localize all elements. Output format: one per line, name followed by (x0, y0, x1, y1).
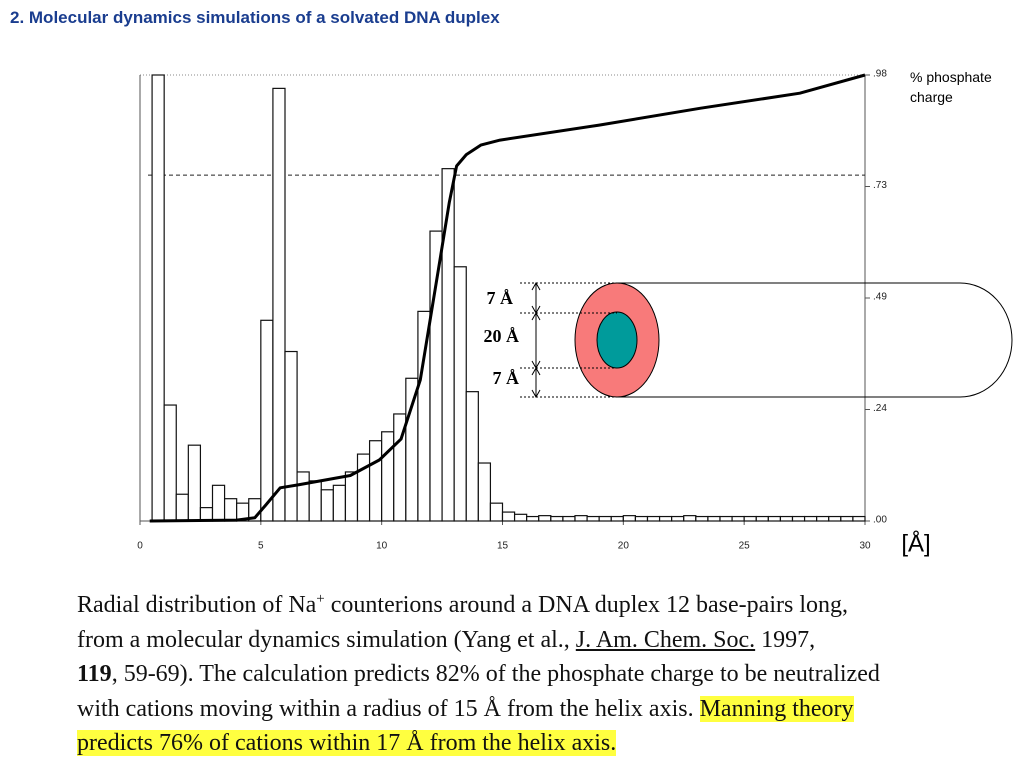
histogram-bar (489, 502, 504, 522)
histogram-bar (368, 440, 383, 522)
histogram-bar (187, 444, 202, 522)
histogram-bar (526, 515, 540, 522)
caption-highlight: predicts 76% of cations within 17 Å from… (77, 730, 617, 756)
histogram-bar (308, 480, 322, 522)
x-tick-label: 30 (859, 541, 871, 552)
caption-text: 119 (77, 661, 112, 687)
y2-tick-label: .24 (873, 403, 887, 414)
x-tick-label: 5 (258, 541, 264, 552)
histogram-bar (429, 230, 443, 522)
histogram-bar (634, 515, 649, 522)
histogram-bar (767, 515, 782, 522)
y2-tick-label: .73 (873, 180, 887, 191)
histogram-bar (175, 493, 189, 522)
histogram-bar (538, 515, 552, 522)
caption-text: counterions around a DNA duplex 12 base-… (324, 592, 848, 618)
histogram-bar (816, 515, 830, 522)
histogram-bar (695, 515, 709, 522)
y2-tick-label: .49 (873, 292, 887, 303)
histogram-bar (598, 515, 612, 522)
histogram-bar (550, 515, 564, 522)
cumulative-line (149, 73, 866, 523)
x-tick-label: 0 (137, 541, 143, 552)
histogram-bar (671, 515, 685, 522)
histogram-bar (477, 462, 492, 522)
caption-text: with cations moving within a radius of 1… (77, 695, 700, 722)
diagram-label: 20 Å (484, 326, 520, 346)
histogram-bar (320, 489, 334, 522)
histogram-bar (151, 74, 165, 522)
histogram-bar (381, 431, 395, 522)
diagram-label: 7 Å (493, 368, 520, 388)
y2-axis-label-line: % phosphate (910, 69, 992, 85)
caption: Radial distribution of Na+ counterions a… (77, 588, 1024, 761)
cylinder-diagram: 7 Å 20 Å 7 Å (484, 281, 1013, 399)
histogram-bar (344, 471, 359, 522)
caption-text: + (316, 591, 325, 607)
x-tick-label: 10 (376, 541, 388, 552)
x-tick-label: 15 (497, 541, 509, 552)
histogram-bar (465, 391, 479, 522)
caption-text: Radial distribution of Na (77, 592, 317, 618)
histogram-bar (211, 484, 226, 522)
histogram-bar (272, 87, 286, 522)
histogram-bar (513, 513, 528, 522)
histogram-bar (586, 515, 600, 522)
histogram-bar (296, 471, 310, 522)
x-tick-label: 25 (739, 541, 751, 552)
histogram-bar (562, 515, 576, 522)
histogram-bar (332, 484, 347, 522)
y2-axis-label: % phosphate charge (910, 69, 992, 105)
caption-text: 1997, (755, 626, 816, 653)
histogram-bar (622, 515, 637, 522)
caption-text: , 59-69). The calculation predicts 82% o… (111, 661, 880, 687)
histogram-bar (501, 511, 516, 522)
histogram-bar (356, 453, 371, 522)
histogram-bar (441, 168, 455, 522)
diagram-label: 7 Å (487, 288, 514, 308)
histogram-bar (852, 515, 866, 522)
histogram-bar (163, 404, 177, 522)
x-tick-label: 20 (618, 541, 630, 552)
histogram-bar (284, 350, 298, 522)
y2-tick-label: .00 (873, 515, 887, 526)
histogram-bar (828, 515, 842, 522)
histogram-bar (610, 515, 624, 522)
chart: % phosphate charge [Å] 0 5 10 15 20 25 30 .98 .73… (137, 69, 1013, 557)
histogram-bar (646, 515, 661, 522)
histogram-bar (453, 266, 467, 522)
histogram-bar (840, 515, 854, 522)
histogram-bar (417, 310, 431, 522)
y2-axis-label-line: charge (910, 89, 953, 105)
histogram-bar (755, 515, 769, 522)
slide-title: 2. Molecular dynamics simulations of a s… (10, 8, 500, 27)
caption-text: from a molecular dynamics simulation (Ya… (77, 626, 576, 653)
histogram-bar (658, 515, 673, 522)
y2-tick-label: .98 (873, 69, 887, 80)
histogram-bar (223, 498, 238, 522)
x-axis-label: [Å] (901, 529, 930, 557)
histogram-bar (803, 515, 818, 522)
histogram-bar (731, 515, 745, 522)
histogram-bar (683, 515, 697, 522)
histogram-bar (743, 515, 757, 522)
histogram-bar (779, 515, 794, 522)
histogram-bar (405, 377, 419, 522)
histogram-bar (791, 515, 806, 522)
histogram-bar (719, 515, 733, 522)
caption-text: J. Am. Chem. Soc. (575, 626, 756, 653)
caption-highlight: Manning theory (699, 695, 854, 722)
histogram-bar (260, 319, 274, 522)
histogram-bar (574, 515, 588, 522)
histogram-bar (707, 515, 721, 522)
